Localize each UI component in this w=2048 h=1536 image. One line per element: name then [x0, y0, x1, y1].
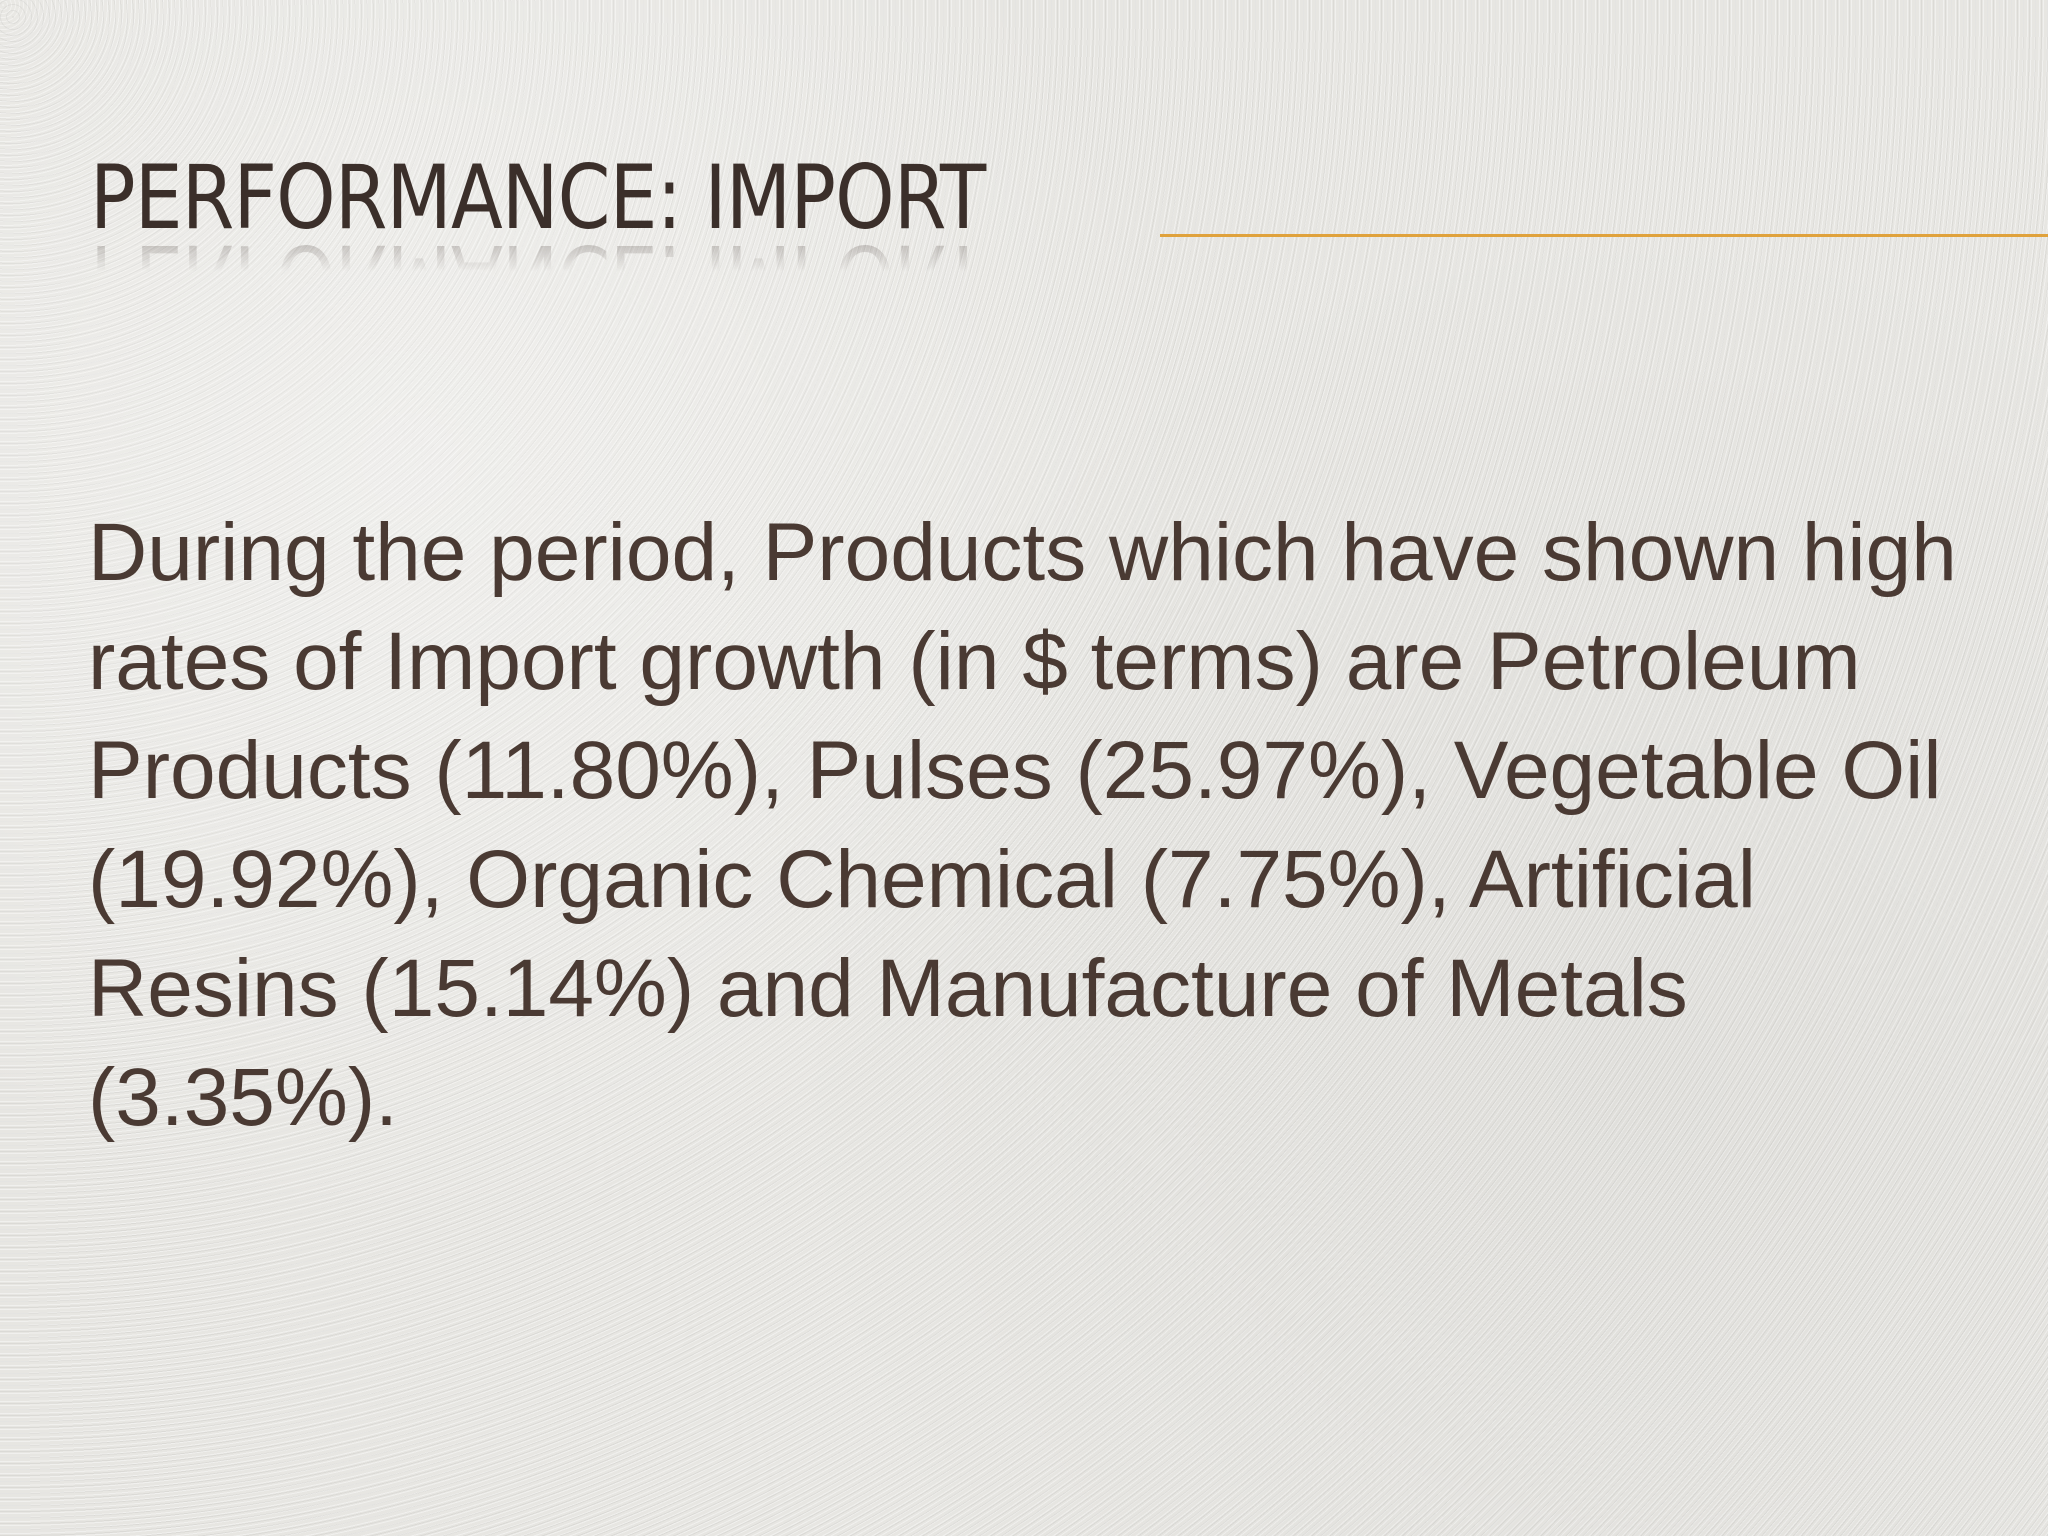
slide-title: PERFORMANCE: IMPORT	[90, 146, 986, 249]
title-block: PERFORMANCE: IMPORT	[90, 150, 1131, 246]
slide-body-text: During the period, Products which have s…	[88, 507, 1957, 1143]
title-underline-rule	[1160, 234, 2048, 237]
